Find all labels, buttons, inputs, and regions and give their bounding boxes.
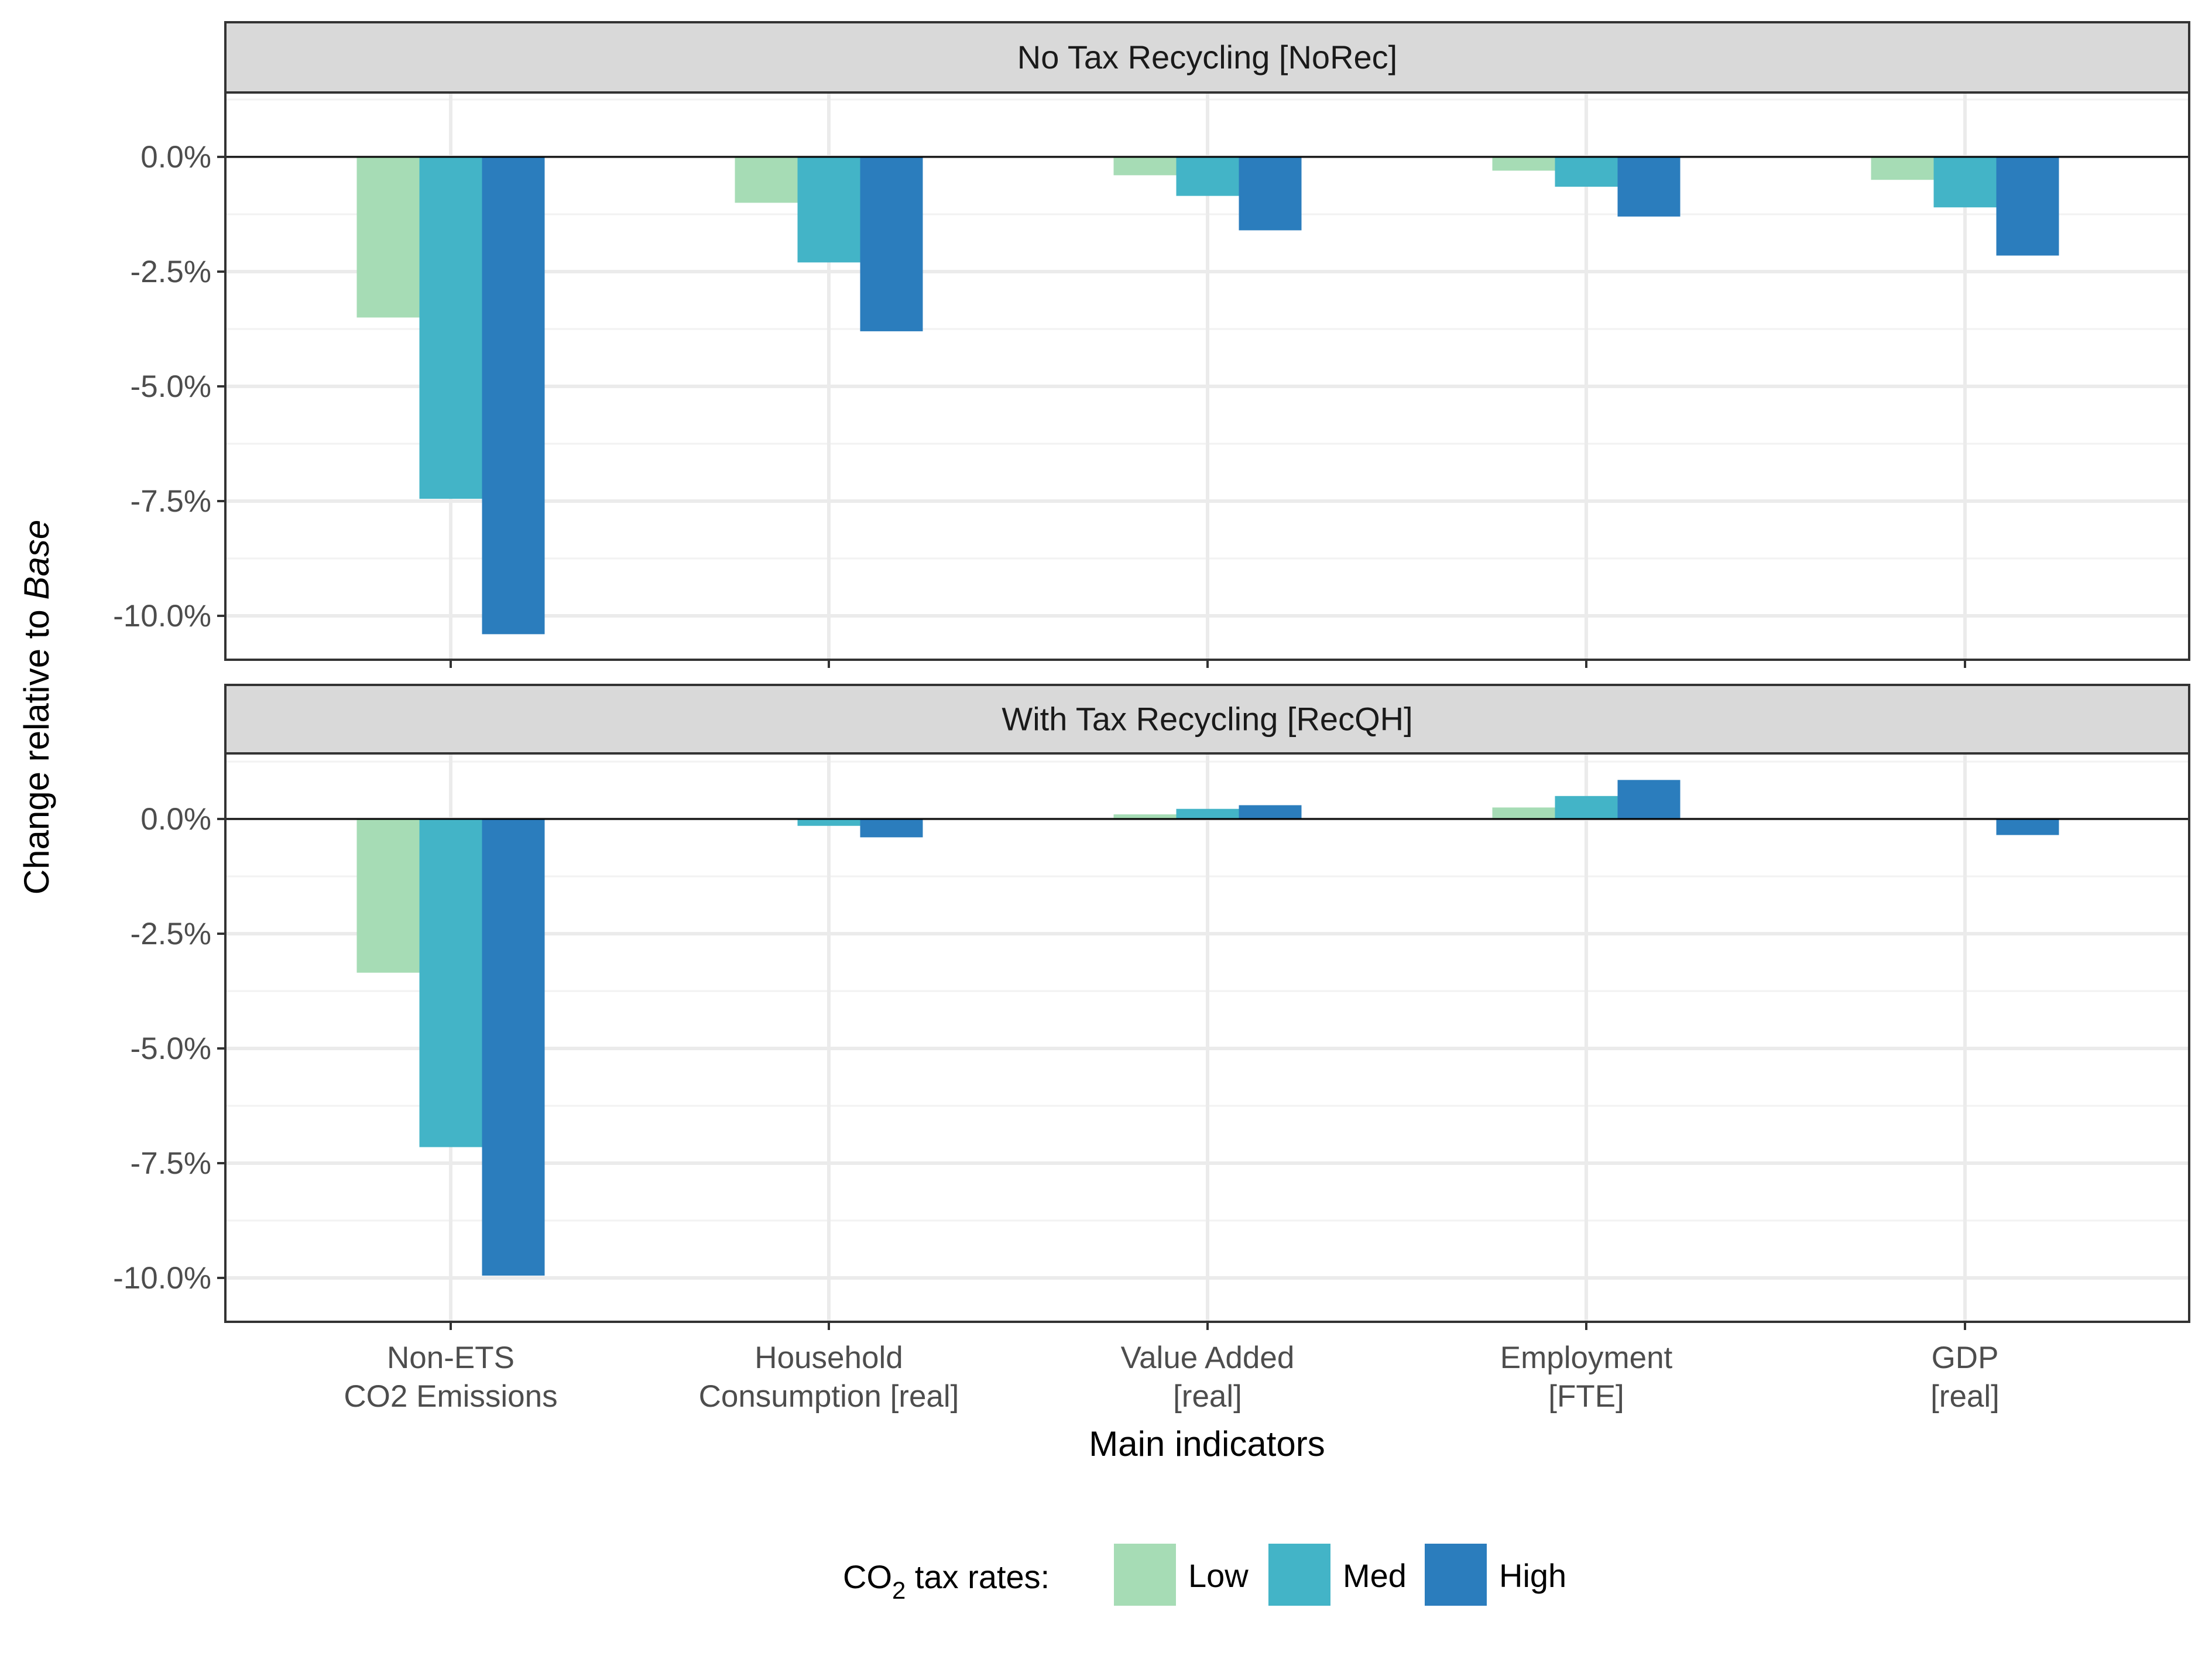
y-tick-label: -7.5% [131,484,211,519]
facet-title: No Tax Recycling [NoRec] [1017,39,1397,76]
bar-low-3 [1113,814,1177,819]
x-axis-title: Main indicators [1089,1424,1325,1463]
bar-med-3 [1176,157,1239,196]
bar-high-2 [860,819,923,838]
bar-high-5 [1996,819,2059,835]
x-tick-label: Value Added [real] [1121,1341,1295,1414]
bar-med-2 [797,157,860,263]
bar-high-4 [1617,780,1681,819]
bar-low-4 [1492,157,1555,171]
bar-low-5 [1871,157,1934,180]
facet-panel-2: With Tax Recycling [RecQH] 0.0% -2.5% -5.0%… [113,684,2190,1330]
y-tick-label: -10.0% [113,599,211,633]
bar-med-3 [1176,808,1239,819]
legend-key-low [1114,1544,1176,1606]
y-tick-label: -2.5% [131,255,211,289]
y-tick-label: -10.0% [113,1261,211,1295]
bar-low-4 [1492,807,1555,819]
bar-med-4 [1555,796,1618,819]
legend-key-med [1268,1544,1330,1606]
bar-high-4 [1617,157,1681,217]
legend: CO2 tax rates: Low Med High [843,1544,1566,1606]
bar-med-1 [419,157,482,499]
legend-key-high [1425,1544,1487,1606]
bar-high-3 [1239,157,1302,231]
facet-strip [224,21,2190,94]
bar-low-1 [356,819,420,973]
bar-high-2 [860,157,923,331]
legend-label-med: Med [1343,1557,1407,1594]
bar-med-4 [1555,157,1618,187]
bar-high-5 [1996,157,2059,256]
y-tick-label: -7.5% [131,1146,211,1181]
legend-label-high: High [1499,1557,1566,1594]
bar-med-1 [419,819,482,1147]
facet-panel-1: No Tax Recycling [NoRec] 0.0% -2.5% -5.0% -7… [113,21,2190,668]
bar-low-2 [735,157,798,203]
y-tick-label: 0.0% [140,802,211,837]
y-tick-label: -5.0% [131,369,211,404]
x-tick-label: Employment [FTE] [1500,1341,1673,1414]
x-tick-label: Household Consumption [real] [699,1341,959,1414]
x-tick-label: Non-ETS CO2 Emissions [344,1341,557,1414]
legend-label-low: Low [1188,1557,1249,1594]
facet-strip [224,684,2190,755]
facet-title: With Tax Recycling [RecQH] [1002,701,1412,738]
bar-high-1 [482,819,545,1276]
bar-low-3 [1113,157,1177,176]
y-axis-title: Change relative to Base [17,520,56,894]
legend-title: CO2 tax rates: [843,1558,1050,1604]
x-tick-label: GDP [real] [1930,1341,2000,1414]
bar-low-1 [356,157,420,318]
bar-med-2 [797,819,860,826]
bar-high-1 [482,157,545,635]
y-tick-label: 0.0% [140,140,211,174]
bar-med-5 [1933,157,1997,208]
y-tick-label: -2.5% [131,917,211,951]
bar-high-3 [1239,805,1302,819]
y-tick-label: -5.0% [131,1031,211,1066]
